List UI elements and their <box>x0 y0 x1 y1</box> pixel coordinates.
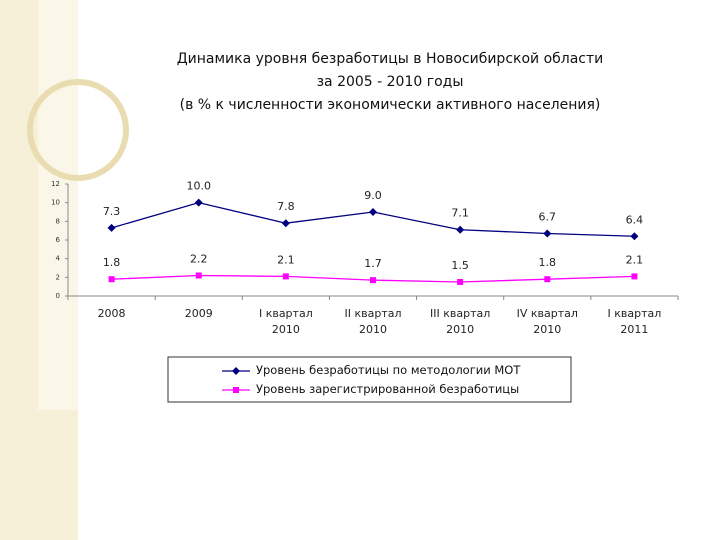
chart-title: Динамика уровня безработицы в Новосибирс… <box>176 51 604 67</box>
y-tick-label: 6 <box>56 236 61 244</box>
x-tick-label: 2009 <box>184 307 213 320</box>
x-tick-label: 2008 <box>97 307 126 320</box>
data-label: 9.0 <box>364 189 382 202</box>
data-label: 2.1 <box>626 253 644 266</box>
y-tick-label: 10 <box>51 199 60 207</box>
data-label: 1.8 <box>103 256 121 269</box>
y-tick-label: 4 <box>56 255 61 263</box>
marker <box>281 219 290 228</box>
y-tick-label: 2 <box>56 273 60 281</box>
marker <box>543 229 552 238</box>
data-label: 7.8 <box>277 200 295 213</box>
x-tick-label: I квартал 2010 <box>258 307 313 336</box>
marker <box>282 273 289 280</box>
marker <box>457 279 464 285</box>
chart-title: за 2005 - 2010 годы <box>316 74 464 90</box>
marker <box>544 276 551 283</box>
x-tick-label: IV квартал 2010 <box>516 307 578 336</box>
marker <box>370 277 376 284</box>
marker <box>233 387 239 393</box>
data-label: 1.7 <box>364 257 382 270</box>
marker <box>107 223 116 232</box>
legend-label: Уровень зарегистрированной безработицы <box>256 382 520 396</box>
data-label: 7.3 <box>103 205 121 218</box>
data-label: 10.0 <box>186 180 211 193</box>
legend-label: Уровень безработицы по методологии МОТ <box>256 363 521 377</box>
marker <box>195 272 202 279</box>
side-decoration <box>27 79 129 181</box>
x-tick-label: II квартал 2010 <box>344 307 402 336</box>
data-label: 1.8 <box>539 256 557 269</box>
side-decoration <box>38 0 78 410</box>
legend-box <box>167 356 572 403</box>
y-tick-label: 8 <box>56 217 60 225</box>
marker <box>456 225 465 234</box>
data-label: 7.1 <box>451 207 469 220</box>
x-tick-label: I квартал 2011 <box>607 307 662 336</box>
data-label: 2.2 <box>190 252 208 265</box>
chart-title: (в % к численности экономически активног… <box>179 97 601 113</box>
marker <box>631 273 638 280</box>
data-label: 6.7 <box>539 210 557 223</box>
marker <box>369 208 377 216</box>
y-tick-label: 12 <box>51 180 60 188</box>
data-label: 6.4 <box>626 213 644 226</box>
data-label: 1.5 <box>451 259 469 272</box>
x-tick-label: III квартал 2010 <box>430 307 491 336</box>
marker <box>232 367 240 375</box>
y-tick-label: 0 <box>56 292 60 300</box>
marker <box>108 276 115 283</box>
marker <box>194 198 203 207</box>
data-label: 2.1 <box>277 253 295 266</box>
marker <box>630 232 639 241</box>
